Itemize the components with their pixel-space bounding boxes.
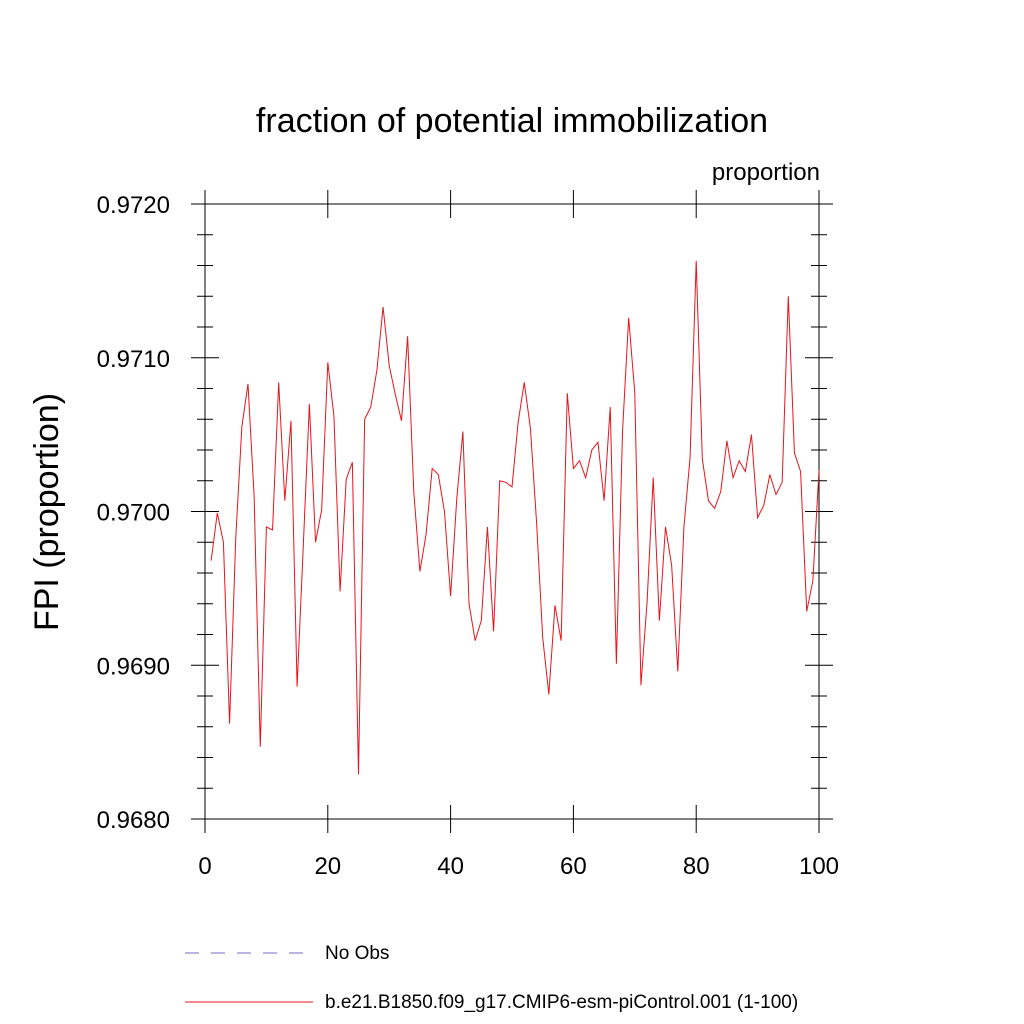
series-layer <box>210 260 820 775</box>
x-tick-label: 100 <box>799 853 839 880</box>
x-tick-label: 20 <box>314 853 341 880</box>
x-tick-label: 60 <box>560 853 587 880</box>
series-line <box>210 260 820 775</box>
x-tick-label: 0 <box>198 853 211 880</box>
y-tick-label: 0.9680 <box>97 807 170 834</box>
plot-border <box>204 203 820 820</box>
legend-label-model: b.e21.B1850.f09_g17.CMIP6-esm-piControl.… <box>325 992 798 1013</box>
y-tick-label: 0.9690 <box>97 653 170 680</box>
y-tick-label: 0.9710 <box>97 346 170 373</box>
legend-label-no-obs: No Obs <box>325 943 389 964</box>
chart-title: fraction of potential immobilization <box>256 102 768 140</box>
axis-ticks <box>191 190 833 833</box>
y-tick-label: 0.9700 <box>97 500 170 527</box>
y-tick-label: 0.9720 <box>97 192 170 219</box>
axis-tick-labels: 0 20 40 60 80 100 0.9680 0.9690 0.9700 0.9710 0.97… <box>97 192 839 880</box>
x-tick-label: 80 <box>683 853 710 880</box>
y-axis-label: FPI (proportion) <box>28 393 66 631</box>
legend: No Obs b.e21.B1850.f09_g17.CMIP6-esm-piC… <box>185 943 798 1013</box>
plot-frame <box>204 203 820 820</box>
x-tick-label: 40 <box>437 853 464 880</box>
units-label: proportion <box>712 159 820 186</box>
